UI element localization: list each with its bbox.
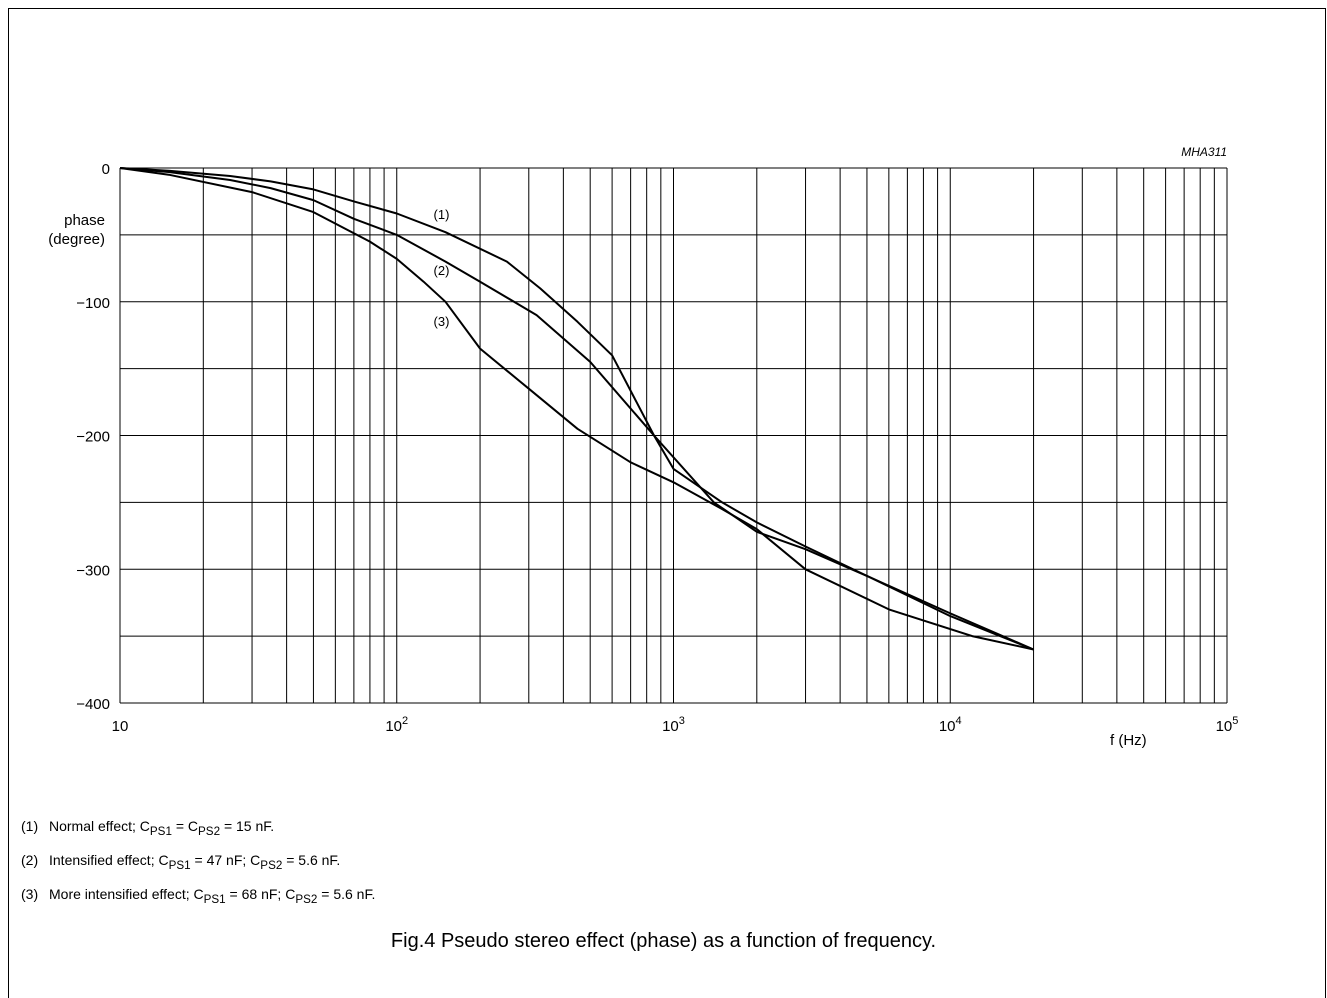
note-text: = C [171,818,199,834]
note-number: (1) [21,818,39,834]
note-subscript: PS1 [149,824,172,838]
x-tick-exponent: 3 [679,715,685,727]
series-3-line [119,167,1034,651]
x-tick-exponent: 5 [1232,715,1238,727]
note-2: (2) Intensified effect; CPS1 = 47 nF; CPS… [21,846,375,880]
note-number: (3) [21,885,39,902]
x-tick-label: 103 [662,715,685,735]
series-1-label: (1) [434,207,450,222]
series-1-line [119,167,1034,651]
y-tick-label: −300 [76,562,110,579]
note-subscript: PS1 [168,858,191,872]
note-text: Normal effect; C [49,818,150,834]
x-tick-label: 102 [385,715,408,735]
note-3: (3) More intensified effect; CPS1 = 68 nF… [21,880,375,914]
note-text: = 5.6 nF. [282,851,341,868]
y-tick-label: −400 [76,696,110,713]
note-subscript: PS2 [295,892,318,906]
series-2-label: (2) [434,263,450,278]
figure-code: MHA311 [1181,145,1227,159]
note-text: = 68 nF; C [225,885,296,902]
x-tick-exponent: 4 [956,715,962,727]
note-number: (2) [21,851,39,868]
series-3-label: (3) [434,314,450,329]
note-subscript: PS2 [260,858,283,872]
y-tick-label: −200 [76,429,110,446]
y-tick-label: −100 [76,295,110,312]
y-tick-label: 0 [102,161,110,178]
x-axis-label: f (Hz) [1110,732,1147,749]
note-text: = 47 nF; C [190,851,261,868]
note-text: More intensified effect; C [49,885,204,902]
x-tick-label: 10 [112,718,129,735]
curves [119,167,1034,651]
note-text: = 5.6 nF. [317,885,376,902]
x-tick-exponent: 2 [402,715,408,727]
figure-caption: Fig.4 Pseudo stereo effect (phase) as a … [390,930,937,952]
series-2-line [119,167,1034,651]
figure-frame [8,8,1326,998]
note-1: (1) Normal effect; CPS1 = CPS2 = 15 nF. [21,812,375,846]
note-subscript: PS1 [203,892,226,906]
y-axis-label: phase [64,212,105,229]
notes: (1) Normal effect; CPS1 = CPS2 = 15 nF. (… [21,812,375,913]
y-axis-label: (degree) [48,231,105,248]
note-text: = 15 nF. [220,818,275,834]
x-tick-label: 104 [939,715,962,735]
x-tick-label: 105 [1216,715,1239,735]
note-text: Intensified effect; C [49,851,169,868]
grid [119,167,1228,704]
note-subscript: PS2 [198,824,221,838]
